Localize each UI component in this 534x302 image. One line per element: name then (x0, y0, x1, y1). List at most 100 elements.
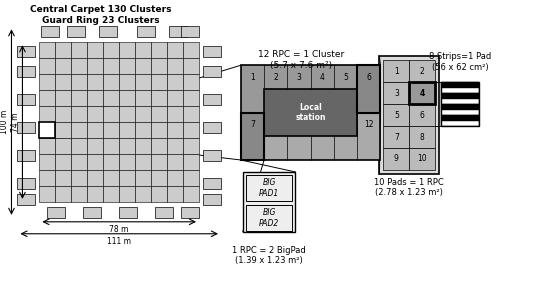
Bar (72, 154, 87, 170)
Bar (18, 150, 35, 161)
Bar (241, 113, 380, 160)
Text: 12: 12 (364, 120, 374, 129)
Bar (18, 94, 35, 105)
Text: 2: 2 (420, 67, 425, 76)
Text: 7: 7 (250, 120, 255, 129)
Bar (135, 186, 151, 202)
Bar (56, 58, 72, 74)
Text: BIG
PAD1: BIG PAD1 (259, 178, 279, 198)
Bar (441, 115, 479, 120)
Bar (183, 106, 199, 122)
Bar (135, 122, 151, 138)
Bar (183, 42, 199, 58)
Bar (18, 66, 35, 77)
Text: 4: 4 (320, 72, 325, 82)
Bar (87, 106, 103, 122)
Bar (151, 186, 167, 202)
Bar (410, 82, 435, 104)
Bar (103, 42, 119, 58)
Bar (103, 90, 119, 106)
Bar (40, 138, 56, 154)
Bar (56, 122, 72, 138)
Bar (441, 82, 479, 88)
Bar (103, 106, 119, 122)
Bar (72, 90, 87, 106)
Bar (441, 88, 479, 93)
Bar (87, 74, 103, 90)
Bar (72, 186, 87, 202)
Bar (181, 207, 199, 218)
Bar (441, 99, 479, 104)
Text: 11: 11 (341, 120, 350, 129)
Bar (357, 65, 380, 113)
Bar (151, 138, 167, 154)
Text: 6: 6 (366, 72, 371, 82)
Bar (243, 172, 295, 232)
Bar (383, 148, 410, 170)
Bar (119, 90, 135, 106)
Text: 1 RPC = 2 BigPad
(1.39 x 1.23 m²): 1 RPC = 2 BigPad (1.39 x 1.23 m²) (232, 246, 306, 265)
Bar (241, 113, 264, 160)
Bar (87, 90, 103, 106)
Bar (119, 122, 135, 138)
Text: 8: 8 (420, 133, 425, 142)
Bar (203, 66, 221, 77)
Bar (441, 110, 479, 115)
Bar (135, 106, 151, 122)
Bar (87, 186, 103, 202)
Bar (103, 58, 119, 74)
Bar (40, 122, 56, 138)
Bar (72, 122, 87, 138)
Bar (103, 186, 119, 202)
Bar (410, 126, 435, 148)
Bar (183, 122, 199, 138)
Bar (56, 74, 72, 90)
Bar (103, 74, 119, 90)
Bar (167, 90, 183, 106)
Bar (183, 138, 199, 154)
Bar (56, 170, 72, 186)
Text: 9: 9 (394, 155, 399, 163)
Bar (56, 138, 72, 154)
Bar (40, 122, 56, 138)
Bar (87, 58, 103, 74)
Bar (183, 186, 199, 202)
Bar (56, 106, 72, 122)
Text: 111 m: 111 m (107, 237, 131, 246)
Text: 3: 3 (394, 89, 399, 98)
Bar (135, 154, 151, 170)
Bar (119, 207, 137, 218)
Bar (40, 154, 56, 170)
Text: 10: 10 (418, 155, 427, 163)
Bar (167, 74, 183, 90)
Bar (135, 138, 151, 154)
Bar (203, 194, 221, 205)
Bar (87, 42, 103, 58)
Bar (56, 186, 72, 202)
Text: 7: 7 (394, 133, 399, 142)
Bar (441, 82, 479, 126)
Text: 2: 2 (273, 72, 278, 82)
Bar (410, 82, 435, 104)
Bar (151, 106, 167, 122)
Bar (18, 194, 35, 205)
Bar (167, 170, 183, 186)
Bar (40, 42, 56, 58)
Bar (72, 42, 87, 58)
Bar (151, 154, 167, 170)
Bar (203, 46, 221, 57)
Text: 10 Pads = 1 RPC
(2.78 x 1.23 m²): 10 Pads = 1 RPC (2.78 x 1.23 m²) (374, 178, 444, 197)
Bar (72, 58, 87, 74)
Bar (135, 74, 151, 90)
Bar (137, 26, 155, 37)
Bar (40, 186, 56, 202)
Bar (83, 207, 101, 218)
Bar (87, 138, 103, 154)
Bar (203, 150, 221, 161)
Text: 6: 6 (366, 72, 371, 82)
Text: 1: 1 (394, 67, 399, 76)
Bar (103, 154, 119, 170)
Text: 5: 5 (343, 72, 348, 82)
Bar (151, 122, 167, 138)
Bar (87, 122, 103, 138)
